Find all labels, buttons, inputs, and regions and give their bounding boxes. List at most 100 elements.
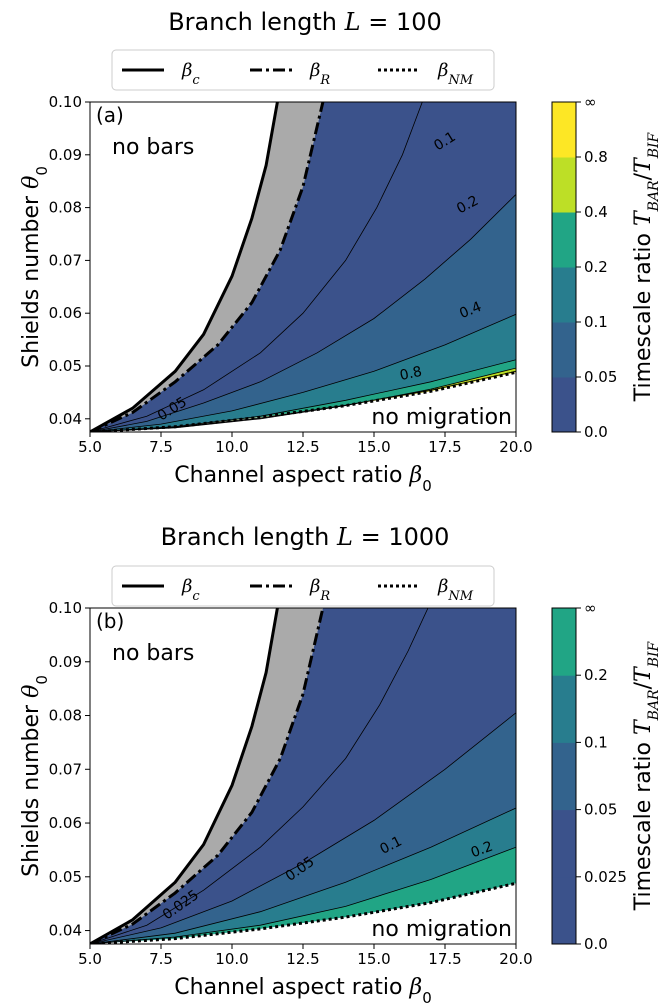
- legend-label: βR: [309, 60, 330, 88]
- y-tick-label: 0.10: [49, 599, 82, 617]
- y-tick-label: 0.06: [49, 304, 82, 322]
- x-tick-label: 17.5: [428, 438, 461, 456]
- y-tick-label: 0.04: [49, 410, 82, 428]
- legend-label: βNM: [437, 60, 474, 88]
- x-tick-label: 15.0: [357, 950, 390, 968]
- contour-label: 0.8: [398, 364, 423, 384]
- band-fill-0.2: [90, 847, 516, 944]
- y-tick-label: 0.04: [49, 922, 82, 940]
- colorbar-segment: [552, 742, 576, 811]
- colorbar-segment: [552, 809, 576, 878]
- y-tick-label: 0.09: [49, 146, 82, 164]
- legend-label: βNM: [437, 576, 474, 604]
- chart-title: Branch length L = 100: [168, 8, 442, 36]
- curve-beta-r: [90, 102, 325, 432]
- y-tick-label: 0.10: [49, 93, 82, 111]
- y-tick-label: 0.08: [49, 199, 82, 217]
- contour-label: 0.2: [469, 839, 495, 862]
- colorbar-segment: [552, 212, 576, 268]
- x-tick-label: 5.0: [78, 438, 102, 456]
- x-tick-label: 10.0: [215, 950, 248, 968]
- no-bars-label: no bars: [112, 641, 194, 666]
- y-axis-label: Shields number θ0: [19, 166, 51, 368]
- legend-label: βc: [181, 576, 200, 604]
- no-bars-label: no bars: [112, 135, 194, 160]
- x-tick-label: 7.5: [149, 950, 173, 968]
- contour-line-0.05: [90, 712, 516, 944]
- plot-area: 0.050.10.20.40.8: [90, 102, 516, 432]
- colorbar-frame: [551, 607, 577, 945]
- contour-line-0.1: [90, 807, 516, 944]
- curve-beta-r: [90, 608, 325, 944]
- colorbar-segment: [552, 267, 576, 323]
- contour-line-0.8: [90, 370, 516, 432]
- colorbar-tick-label: 0.2: [584, 258, 608, 276]
- colorbar-label: Timescale ratio TBAR/TBIF: [631, 640, 662, 911]
- x-axis-label: Channel aspect ratio β0: [174, 463, 431, 495]
- legend-box: [111, 49, 495, 91]
- no-migration-region: [90, 883, 516, 944]
- x-tick-label: 12.5: [286, 950, 319, 968]
- contour-line-0.4: [90, 367, 516, 432]
- x-tick-label: 20.0: [499, 438, 532, 456]
- curve-beta-c: [90, 608, 279, 944]
- colorbar-tick-label: 0.05: [584, 368, 617, 386]
- x-tick-label: 10.0: [215, 438, 248, 456]
- no-migration-label: no migration: [371, 917, 512, 942]
- colorbar-tick-label: 0.1: [584, 733, 608, 751]
- panel-label: (a): [96, 103, 124, 127]
- contour-line-0.1: [90, 313, 516, 432]
- colorbar-segment: [552, 876, 576, 945]
- grey-region: [90, 102, 323, 432]
- colorbar-segment: [552, 322, 576, 378]
- x-tick-label: 15.0: [357, 438, 390, 456]
- x-tick-label: 17.5: [428, 950, 461, 968]
- contour-line-0.2: [90, 846, 516, 944]
- colorbar-tick-label: 0.2: [584, 666, 608, 684]
- no-bars-region: [90, 608, 278, 944]
- panel-a: 0.05 0.1 0.2 0.4 0.8 (a) no bars no migration 5.…: [19, 8, 662, 495]
- x-tick-label: 7.5: [149, 438, 173, 456]
- chart-title: Branch length L = 1000: [161, 523, 450, 551]
- contour-line-0.2: [90, 359, 516, 432]
- colorbar-tick-label: 0.4: [584, 203, 608, 221]
- y-tick-label: 0.07: [49, 251, 82, 269]
- colorbar-tick-label: 0.025: [584, 868, 627, 886]
- colorbar-segment: [552, 608, 576, 676]
- colorbar-tick-label: 0.0: [584, 423, 608, 441]
- contour-label: 0.4: [457, 299, 484, 322]
- no-bars-region: [90, 102, 278, 432]
- colorbar-label: Timescale ratio TBAR/TBIF: [631, 131, 662, 402]
- colorbar-segment: [552, 102, 576, 158]
- colorbar-tick-label: ∞: [584, 93, 597, 111]
- contour-line-0.025: [90, 102, 423, 432]
- legend-box: [111, 565, 495, 607]
- no-migration-label: no migration: [371, 405, 512, 430]
- x-tick-label: 20.0: [499, 950, 532, 968]
- legend-label: βR: [309, 576, 330, 604]
- colorbar-tick-label: 0.1: [584, 313, 608, 331]
- y-tick-label: 0.07: [49, 760, 82, 778]
- no-migration-region: [90, 372, 516, 432]
- contour-line-0.05: [90, 194, 516, 432]
- y-tick-label: 0.08: [49, 707, 82, 725]
- colorbar-tick-label: ∞: [584, 599, 597, 617]
- panel-label: (b): [96, 609, 124, 633]
- y-tick-label: 0.09: [49, 653, 82, 671]
- colorbar-tick-label: 0.0: [584, 935, 608, 953]
- x-tick-label: 5.0: [78, 950, 102, 968]
- legend-label: βc: [181, 60, 200, 88]
- contour-line-0.025: [90, 608, 429, 944]
- y-tick-label: 0.05: [49, 357, 82, 375]
- colorbar-segment: [552, 675, 576, 743]
- x-axis-label: Channel aspect ratio β0: [174, 975, 431, 1004]
- curve-beta-c: [90, 102, 279, 432]
- y-tick-label: 0.06: [49, 814, 82, 832]
- x-tick-label: 12.5: [286, 438, 319, 456]
- colorbar-segment: [552, 377, 576, 433]
- colorbar-tick-label: 0.8: [584, 148, 608, 166]
- grey-region: [90, 608, 323, 944]
